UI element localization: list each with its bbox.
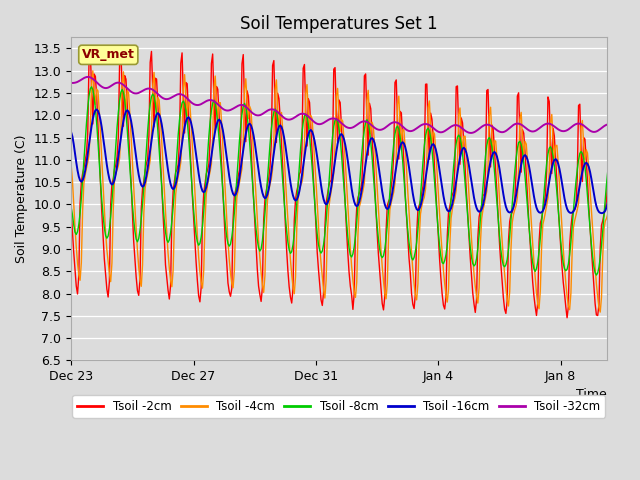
Tsoil -32cm <box>257 112 265 118</box>
Line: Tsoil -16cm: Tsoil -16cm <box>71 109 636 214</box>
Tsoil -8cm <box>250 195 257 201</box>
Tsoil -8cm <box>623 276 631 281</box>
Text: Time: Time <box>576 388 607 401</box>
Line: Tsoil -8cm: Tsoil -8cm <box>71 87 636 278</box>
Tsoil -4cm <box>89 68 97 74</box>
Tsoil -16cm <box>386 202 394 207</box>
Tsoil -2cm <box>250 193 257 199</box>
Tsoil -16cm <box>632 211 640 216</box>
Tsoil -32cm <box>76 78 84 84</box>
Text: VR_met: VR_met <box>82 48 135 61</box>
Tsoil -8cm <box>271 106 279 112</box>
Tsoil -2cm <box>625 320 632 325</box>
Tsoil -16cm <box>257 184 265 190</box>
Tsoil -2cm <box>257 299 265 304</box>
Tsoil -16cm <box>250 132 257 138</box>
Tsoil -2cm <box>67 207 75 213</box>
Tsoil -4cm <box>271 87 279 93</box>
Tsoil -8cm <box>257 246 265 252</box>
Tsoil -2cm <box>266 164 274 169</box>
Title: Soil Temperatures Set 1: Soil Temperatures Set 1 <box>240 15 438 33</box>
Tsoil -4cm <box>627 310 635 316</box>
Line: Tsoil -4cm: Tsoil -4cm <box>71 71 636 313</box>
Tsoil -2cm <box>386 196 394 202</box>
Tsoil -16cm <box>271 141 279 147</box>
Tsoil -16cm <box>93 107 100 112</box>
Tsoil -32cm <box>632 124 640 130</box>
Tsoil -32cm <box>386 121 394 127</box>
Legend: Tsoil -2cm, Tsoil -4cm, Tsoil -8cm, Tsoil -16cm, Tsoil -32cm: Tsoil -2cm, Tsoil -4cm, Tsoil -8cm, Tsoi… <box>72 395 605 418</box>
Line: Tsoil -32cm: Tsoil -32cm <box>71 77 636 133</box>
Tsoil -4cm <box>386 207 394 213</box>
Tsoil -4cm <box>257 270 265 276</box>
Tsoil -32cm <box>250 111 257 117</box>
Tsoil -8cm <box>386 189 394 195</box>
Tsoil -32cm <box>468 130 476 136</box>
Tsoil -2cm <box>632 214 640 220</box>
Tsoil -4cm <box>67 162 75 168</box>
Line: Tsoil -2cm: Tsoil -2cm <box>71 51 636 323</box>
Y-axis label: Soil Temperature (C): Soil Temperature (C) <box>15 134 28 263</box>
Tsoil -32cm <box>84 74 92 80</box>
Tsoil -2cm <box>117 48 125 54</box>
Tsoil -8cm <box>76 210 84 216</box>
Tsoil -4cm <box>76 277 84 283</box>
Tsoil -8cm <box>67 204 75 210</box>
Tsoil -16cm <box>67 130 75 135</box>
Tsoil -4cm <box>266 181 274 187</box>
Tsoil -2cm <box>76 200 84 206</box>
Tsoil -8cm <box>266 141 274 147</box>
Tsoil -4cm <box>250 149 257 155</box>
Tsoil -4cm <box>632 226 640 231</box>
Tsoil -32cm <box>67 80 75 86</box>
Tsoil -16cm <box>76 178 84 183</box>
Tsoil -16cm <box>266 178 274 184</box>
Tsoil -8cm <box>632 204 640 210</box>
Tsoil -32cm <box>266 107 274 112</box>
Tsoil -8cm <box>88 84 95 90</box>
Tsoil -32cm <box>271 108 279 113</box>
Tsoil -2cm <box>271 106 279 111</box>
